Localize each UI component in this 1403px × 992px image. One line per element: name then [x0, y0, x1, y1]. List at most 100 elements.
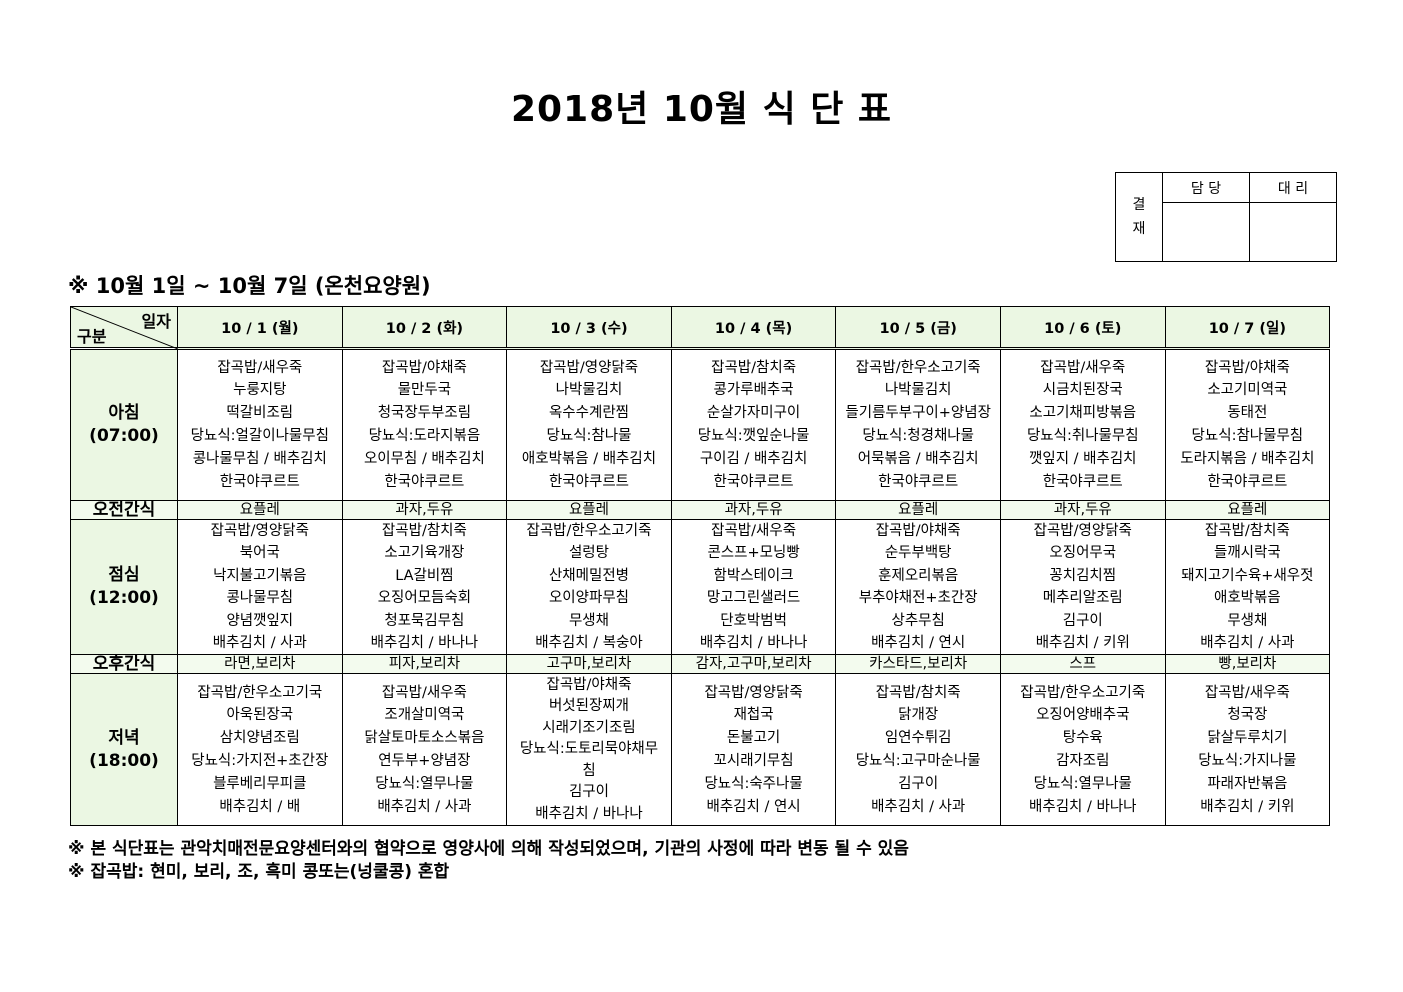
menu-cell: 요플레 [506, 500, 672, 520]
menu-cell: 잡곡밥/새우죽 청국장 닭살두루치기 당뇨식:가지나물 파래자반볶음 배추김치 / 키위 [1164, 673, 1331, 827]
menu-item: 잡곡밥/야채죽 [875, 523, 961, 539]
meal-time: (18:00) [89, 750, 159, 771]
menu-item: 설렁탕 [568, 545, 609, 562]
menu-item: 애호박볶음 / 배추김치 [521, 450, 657, 467]
diagonal-line [71, 307, 178, 349]
menu-item: 시금치된장국 [1042, 382, 1123, 399]
menu-cell: 잡곡밥/야채죽 순두부백탕 훈제오리볶음 부추야채전+초간장 상추무침 배추김치 / 연시 [835, 518, 1001, 656]
footnote-1: ※ 본 식단표는 관악치매전문요양센터와의 협약으로 영양사에 의해 작성되었으… [68, 839, 909, 859]
menu-item: 깻잎지 / 배추김치 [1029, 450, 1137, 467]
menu-cell: 잡곡밥/참치죽 콩가루배추국 순살가자미구이 당뇨식:깻잎순나물 구이김 / 배추김치 한… [670, 348, 837, 501]
menu-item: 순살가자미구이 [706, 405, 801, 422]
menu-cell: 스프 [999, 654, 1166, 675]
menu-item: 당뇨식:얼갈이나물무침 [190, 428, 329, 444]
menu-cell: 잡곡밥/영양닭죽 나박물김치 옥수수계란찜 당뇨식:참나물 애호박볶음 / 배추김치 한국… [506, 348, 672, 501]
day-header: 10 / 3 (수) [506, 306, 672, 350]
menu-item: 배추김치 / 연시 [706, 798, 801, 815]
menu-item: 떡갈비조림 [226, 405, 294, 422]
menu-item: 돼지고기수육+새우젓 [1181, 567, 1314, 584]
menu-item: 꼬시래기무침 [713, 752, 794, 769]
menu-item: 메추리알조림 [1042, 590, 1123, 607]
menu-cell: 잡곡밥/참치죽 닭개장 임연수튀김 당뇨식:고구마순나물 김구이 배추김치 / 사과 [835, 673, 1001, 827]
menu-item: 배추김치 / 사과 [871, 798, 966, 815]
meal-row: 오후간식 라면,보리차 피자,보리차 고구마,보리차 감자,고구마,보리차 카스타드,보리… [70, 654, 1331, 675]
meal-name: 아침 [108, 403, 140, 423]
menu-item: 돈불고기 [726, 730, 781, 747]
menu-cell: 요플레 [177, 500, 343, 520]
menu-cell: 잡곡밥/한우소고기죽 오징어양배추국 탕수육 감자조림 당뇨식:열무나물 배추김치 / 바… [999, 673, 1166, 827]
menu-cell: 잡곡밥/새우죽 콘스프+모닝빵 함박스테이크 망고그린샐러드 단호박범벅 배추김치 / 바… [670, 518, 837, 656]
menu-item: 동태전 [1227, 405, 1268, 422]
sign-cell-manager[interactable] [1162, 202, 1250, 262]
menu-table: 일자 구분 10 / 1 (월) 10 / 2 (화) 10 / 3 (수) 10 /… [70, 306, 1331, 827]
menu-item: 감자조림 [1056, 752, 1110, 769]
menu-item: 오징어무국 [1049, 545, 1117, 562]
menu-item: 김구이 [568, 784, 609, 801]
menu-item: 오징어양배추국 [1036, 707, 1130, 724]
day-header: 10 / 4 (목) [670, 306, 837, 350]
menu-cell: 잡곡밥/새우죽 누룽지탕 떡갈비조림 당뇨식:얼갈이나물무침 콩나물무침 / 배추김치 한… [177, 348, 343, 501]
menu-item: 애호박볶음 [1214, 590, 1281, 607]
menu-item: 닭개장 [898, 707, 939, 724]
menu-item: 훈제오리볶음 [878, 567, 959, 584]
menu-cell: 과자,두유 [341, 500, 508, 520]
menu-item: 잡곡밥/참치죽 [1204, 523, 1290, 539]
menu-item: 임연수튀김 [884, 730, 952, 747]
menu-item: 당뇨식:고구마순나물 [855, 752, 981, 769]
approval-box: 결 재 담 당 대 리 [1115, 172, 1337, 262]
menu-item: 잡곡밥/참치죽 [711, 359, 797, 376]
meal-row: 아침 (07:00) 잡곡밥/새우죽 누룽지탕 떡갈비조림 당뇨식:얼갈이나물무침 콩나물무… [70, 348, 1331, 501]
menu-item: 당뇨식:깻잎순나물 [697, 428, 810, 444]
menu-item: 양념깻잎지 [226, 612, 294, 629]
menu-item: 잡곡밥/한우소고기죽 [855, 359, 981, 376]
menu-item: 잡곡밥/영양닭죽 [704, 684, 803, 701]
menu-item: 닭살토마토소스볶음 [364, 730, 485, 747]
menu-item: 김구이 [898, 775, 939, 792]
menu-item: 한국야쿠르트 [1207, 473, 1288, 490]
corner-category-label: 구분 [77, 327, 107, 346]
menu-item: 잡곡밥/야채죽 [381, 359, 467, 376]
menu-item: 누룽지탕 [233, 382, 287, 399]
menu-cell: 잡곡밥/새우죽 조개살미역국 닭살토마토소스볶음 연두부+양념장 당뇨식:열무나물 배추김… [341, 673, 508, 827]
menu-item: 당뇨식:도라지볶음 [368, 428, 481, 444]
menu-item: 오이양파무침 [548, 590, 629, 607]
menu-item: 들깨시락국 [1214, 545, 1281, 562]
meal-label: 아침 (07:00) [70, 348, 178, 501]
menu-item: 한국야쿠르트 [219, 473, 300, 490]
menu-item: 무생채 [568, 612, 609, 629]
menu-item: 배추김치 / 사과 [212, 635, 307, 652]
menu-cell: 잡곡밥/참치죽 소고기육개장 LA갈비찜 오징어모듬숙회 청포묵김무침 배추김치 / 바나… [341, 518, 508, 656]
header-row: 일자 구분 10 / 1 (월) 10 / 2 (화) 10 / 3 (수) 10 /… [70, 306, 1331, 350]
menu-item: 한국야쿠르트 [878, 473, 959, 490]
meal-row: 저녁 (18:00) 잡곡밥/한우소고기국 아욱된장국 삼치양념조림 당뇨식:가지전+초간… [70, 673, 1331, 827]
menu-item: 상추무침 [891, 612, 945, 629]
day-header: 10 / 7 (일) [1164, 306, 1331, 350]
menu-item: 산채메밀전병 [548, 567, 629, 584]
sign-cell-deputy[interactable] [1249, 202, 1337, 262]
menu-item: 콩나물무침 [226, 590, 294, 607]
approval-label: 결 재 [1115, 172, 1163, 262]
menu-item: 배추김치 / 사과 [377, 798, 472, 815]
menu-item: 배추김치 / 연시 [871, 635, 966, 652]
menu-item: 한국야쿠르트 [713, 473, 794, 490]
menu-item: 재첩국 [733, 707, 774, 724]
menu-item: 옥수수계란찜 [548, 405, 629, 422]
meal-name: 오전간식 [92, 500, 156, 520]
menu-cell: 잡곡밥/한우소고기국 아욱된장국 삼치양념조림 당뇨식:가지전+초간장 블루베리무피클 배… [177, 673, 343, 827]
menu-item: 당뇨식:참나물무침 [1191, 428, 1304, 444]
menu-item: 한국야쿠르트 [548, 473, 629, 490]
menu-item: 부추야채전+초간장 [858, 590, 978, 607]
menu-item: 한국야쿠르트 [384, 473, 465, 490]
meal-time: (07:00) [89, 426, 159, 446]
menu-item: 잡곡밥/새우죽 [1204, 684, 1290, 701]
menu-item: 콩가루배추국 [713, 382, 794, 399]
menu-item: 침 [582, 762, 596, 779]
menu-item: 청국장두부조림 [377, 405, 472, 422]
meal-row: 오전간식 요플레 과자,두유 요플레 과자,두유 요플레 과자,두유 요플레 [70, 500, 1331, 520]
menu-cell: 감자,고구마,보리차 [670, 654, 837, 675]
menu-cell: 잡곡밥/한우소고기죽 나박물김치 들기름두부구이+양념장 당뇨식:청경채나물 어묵볶음 … [835, 348, 1001, 501]
menu-item: 당뇨식:가지나물 [1198, 752, 1297, 769]
menu-cell: 잡곡밥/영양닭죽 재첩국 돈불고기 꼬시래기무침 당뇨식:숙주나물 배추김치 / 연시 [670, 673, 837, 827]
menu-item: 배추김치 / 복숭아 [535, 635, 643, 652]
day-header: 10 / 1 (월) [177, 306, 343, 350]
